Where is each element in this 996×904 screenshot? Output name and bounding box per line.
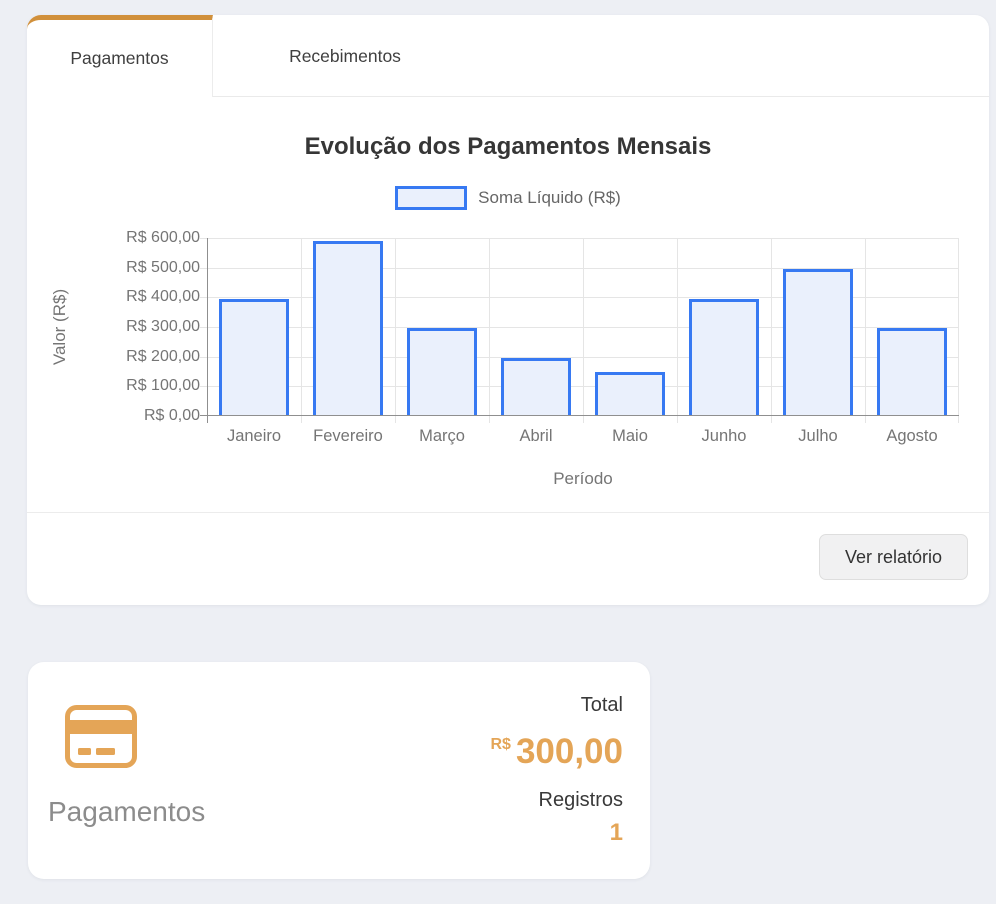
tab-pagamentos-label: Pagamentos bbox=[70, 48, 169, 68]
y-tick-label: R$ 0,00 bbox=[143, 407, 200, 424]
payments-panel: Pagamentos Recebimentos Evolução dos Pag… bbox=[27, 15, 989, 605]
bar-cell bbox=[301, 238, 395, 416]
legend-swatch bbox=[395, 186, 468, 210]
credit-card-icon bbox=[65, 705, 137, 773]
v-gridline bbox=[583, 238, 584, 423]
y-axis-ticks: R$ 600,00 R$ 500,00 R$ 400,00 R$ 300,00 R$ 2… bbox=[27, 229, 200, 424]
bar-cell bbox=[865, 238, 959, 416]
tab-recebimentos-label: Recebimentos bbox=[289, 45, 401, 66]
v-gridline bbox=[677, 238, 678, 423]
h-gridline bbox=[200, 238, 959, 239]
legend-label: Soma Líquido (R$) bbox=[478, 188, 621, 207]
bar-cell bbox=[489, 238, 583, 416]
payments-summary-card: Pagamentos Total R$ 300,00 Registros 1 bbox=[28, 662, 650, 879]
tab-pagamentos[interactable]: Pagamentos bbox=[27, 15, 213, 97]
ver-relatorio-button[interactable]: Ver relatório bbox=[818, 534, 968, 580]
bar-abril[interactable] bbox=[501, 357, 571, 416]
plot-area bbox=[200, 238, 959, 423]
summary-stats: Total R$ 300,00 Registros 1 bbox=[490, 692, 623, 847]
bar-janeiro[interactable] bbox=[219, 298, 289, 416]
y-tick-label: R$ 400,00 bbox=[126, 288, 200, 306]
y-tick-label: R$ 100,00 bbox=[126, 377, 200, 395]
h-gridline bbox=[200, 386, 959, 388]
bar-maio[interactable] bbox=[595, 372, 665, 416]
tab-bar: Pagamentos Recebimentos bbox=[27, 15, 989, 97]
x-axis-labels: Janeiro Fevereiro Março Abril Maio Junho Julho… bbox=[207, 427, 959, 446]
y-tick-label: R$ 200,00 bbox=[126, 347, 200, 365]
y-axis-line bbox=[207, 238, 208, 423]
x-tick-label: Janeiro bbox=[226, 427, 282, 445]
total-label: Total bbox=[580, 694, 623, 716]
bar-cell bbox=[677, 238, 771, 416]
v-gridline bbox=[958, 238, 959, 423]
y-tick-label: R$ 300,00 bbox=[126, 318, 200, 335]
v-gridline bbox=[395, 238, 396, 423]
x-tick-label: Março bbox=[419, 427, 465, 445]
registros-label: Registros bbox=[538, 789, 623, 811]
h-gridline bbox=[200, 356, 959, 358]
bar-cell bbox=[395, 238, 489, 416]
chart-title: Evolução dos Pagamentos Mensais bbox=[304, 133, 712, 160]
bar-cell bbox=[771, 238, 865, 416]
bars-layer bbox=[207, 238, 959, 416]
bar-agosto[interactable] bbox=[877, 328, 947, 416]
registros-count: 1 bbox=[609, 819, 623, 846]
h-gridline bbox=[200, 327, 959, 328]
x-axis-line bbox=[200, 415, 959, 416]
panel-footer: Ver relatório bbox=[27, 512, 989, 605]
summary-title: Pagamentos bbox=[48, 796, 206, 827]
bar-fevereiro[interactable] bbox=[313, 240, 383, 416]
x-tick-label: Abril bbox=[519, 427, 553, 445]
bar-junho[interactable] bbox=[689, 298, 759, 416]
v-gridline bbox=[865, 238, 866, 423]
y-tick-label: R$ 600,00 bbox=[126, 229, 200, 246]
h-gridline bbox=[200, 297, 959, 299]
x-tick-label: Junho bbox=[701, 427, 747, 445]
x-tick-label: Agosto bbox=[886, 427, 938, 445]
x-axis-title: Período bbox=[553, 469, 613, 488]
payments-chart: Evolução dos Pagamentos Mensais Soma Líq… bbox=[27, 97, 989, 528]
v-gridline bbox=[771, 238, 772, 423]
currency-symbol: R$ bbox=[490, 736, 511, 753]
tab-bar-divider bbox=[213, 96, 989, 97]
tab-recebimentos[interactable]: Recebimentos bbox=[214, 15, 476, 97]
bar-julho[interactable] bbox=[783, 269, 853, 416]
bar-cell bbox=[583, 238, 677, 416]
y-tick-label: R$ 500,00 bbox=[126, 258, 200, 276]
v-gridline bbox=[301, 238, 302, 423]
x-tick-label: Maio bbox=[612, 427, 648, 445]
v-gridline bbox=[489, 238, 490, 423]
x-tick-label: Julho bbox=[798, 427, 838, 445]
total-amount: R$ 300,00 bbox=[490, 726, 623, 771]
bar-cell bbox=[207, 238, 301, 416]
bar-março[interactable] bbox=[407, 328, 477, 416]
chart-legend[interactable]: Soma Líquido (R$) bbox=[27, 186, 989, 210]
x-tick-label: Fevereiro bbox=[313, 427, 383, 445]
h-gridline bbox=[200, 267, 959, 269]
total-value: 300,00 bbox=[515, 732, 623, 771]
